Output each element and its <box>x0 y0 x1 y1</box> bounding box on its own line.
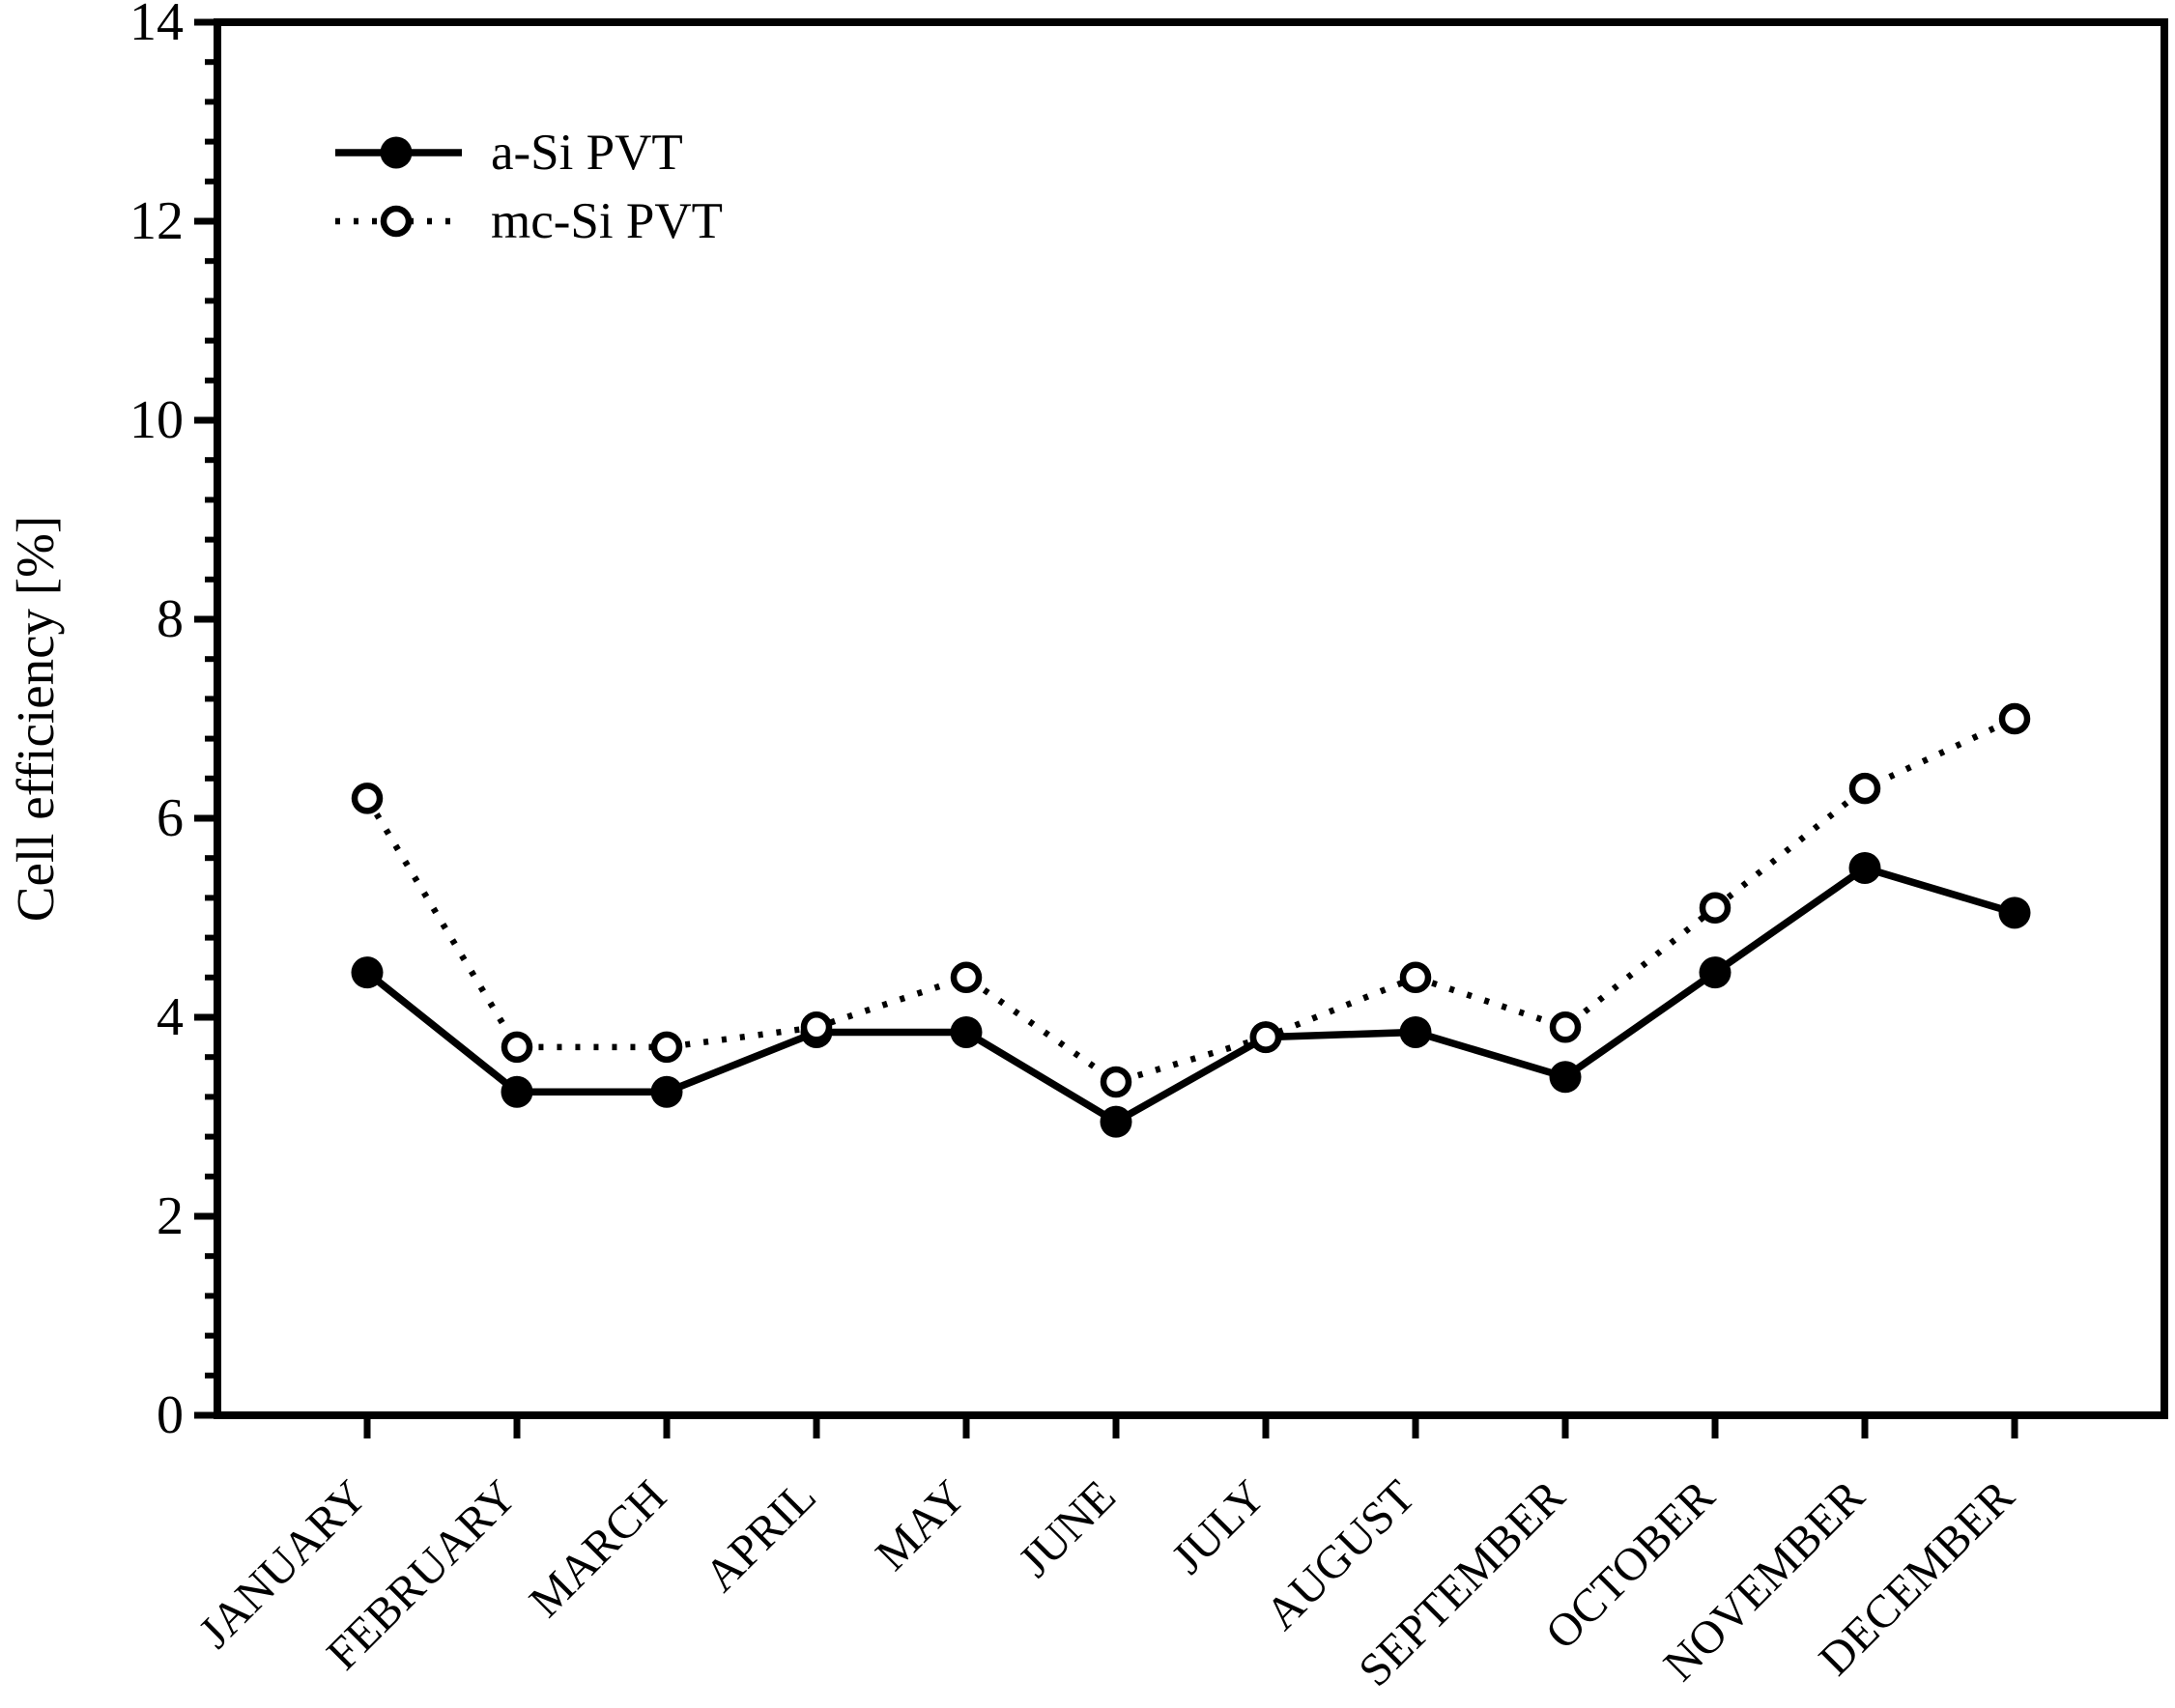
data-point <box>501 1031 533 1064</box>
data-point <box>1699 956 1731 989</box>
data-point <box>950 961 983 994</box>
data-point <box>1699 892 1731 924</box>
data-point <box>650 1031 683 1064</box>
series-line-mc-si-pvt <box>364 716 2017 1086</box>
y-tick-label: 4 <box>157 987 184 1047</box>
y-tick-label: 14 <box>129 0 184 52</box>
data-point <box>351 956 384 989</box>
data-point <box>1100 1105 1132 1138</box>
data-point <box>800 1011 833 1043</box>
y-tick-label: 12 <box>129 191 184 251</box>
x-tick-label: JUNE <box>1009 1470 1125 1586</box>
data-point <box>1249 1021 1282 1053</box>
y-tick-label: 0 <box>157 1385 184 1445</box>
data-point <box>950 1015 983 1048</box>
data-point <box>1848 772 1881 805</box>
data-point <box>501 1075 533 1108</box>
data-point <box>650 1075 683 1108</box>
data-point <box>1100 1066 1132 1098</box>
data-point <box>1399 1015 1432 1048</box>
legend: a-Si PVT mc-Si PVT <box>335 125 723 249</box>
data-point <box>1399 961 1432 994</box>
data-point <box>1998 897 2031 929</box>
legend-label: a-Si PVT <box>491 125 683 181</box>
legend-entry-mc-si-pvt: mc-Si PVT <box>335 193 723 249</box>
legend-label: mc-Si PVT <box>491 193 723 249</box>
data-point <box>1549 1061 1582 1094</box>
y-tick-label: 8 <box>157 589 184 649</box>
y-tick-label: 6 <box>157 788 184 848</box>
filled-circle-icon <box>380 136 413 169</box>
data-point <box>351 783 384 814</box>
series-layer <box>351 702 2031 1138</box>
y-axis-title: Cell efficiency [%] <box>6 516 65 922</box>
data-point <box>1848 852 1881 884</box>
data-point <box>1549 1011 1582 1043</box>
x-tick-label: MAY <box>866 1470 976 1580</box>
plot-frame <box>214 18 2168 1419</box>
series-line-a-si-pvt <box>364 864 2017 1126</box>
y-tick-label: 10 <box>129 390 184 450</box>
open-circle-icon <box>380 205 413 238</box>
y-tick-label: 2 <box>157 1186 184 1246</box>
data-point <box>1998 702 2031 735</box>
x-tick-label: APRIL <box>695 1470 826 1602</box>
x-tick-label: JULY <box>1162 1470 1275 1583</box>
legend-entry-a-si-pvt: a-Si PVT <box>335 125 683 181</box>
x-tick-label: MARCH <box>520 1470 676 1627</box>
